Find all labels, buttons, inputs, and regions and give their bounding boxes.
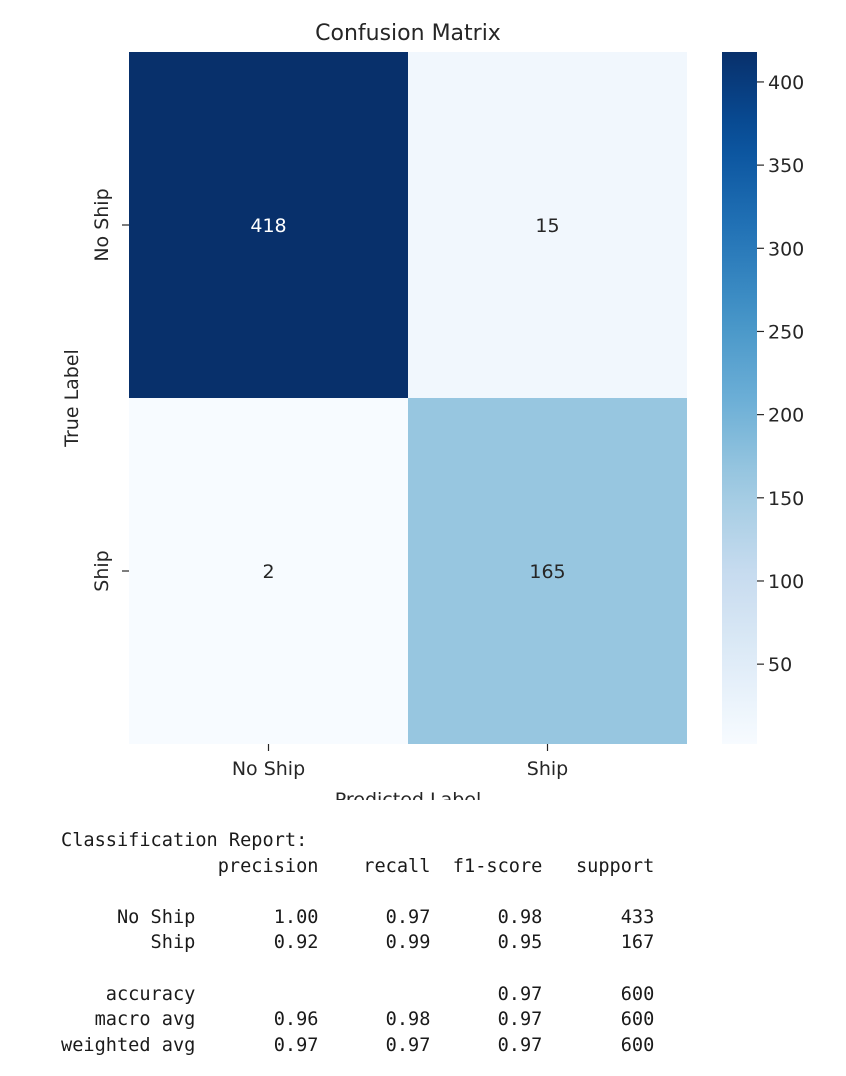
y-tick-label: Ship [91,550,113,591]
x-tick-label: No Ship [232,758,305,780]
colorbar-ticks: 50 100 150 200 250 300 350 400 [757,72,804,676]
heatmap-cells: 418 15 2 165 [129,52,687,744]
y-axis-ticks: No Ship Ship [91,188,129,592]
heatmap-cell [408,398,687,744]
cell-value-label: 418 [250,215,286,237]
colorbar-tick-label: 250 [768,321,804,343]
x-tick-label: Ship [527,758,568,780]
x-axis-label: Predicted Label [335,789,482,800]
cell-value-label: 15 [535,215,559,237]
colorbar-tick-label: 50 [768,654,792,676]
heatmap-cell [408,52,687,398]
y-axis-label: True Label [61,349,83,448]
heatmap-cell [129,52,408,398]
colorbar [722,52,757,744]
colorbar-tick-label: 100 [768,571,804,593]
cell-value-label: 2 [262,561,274,583]
y-tick-label: No Ship [91,188,113,261]
x-axis-ticks: No Ship Ship [232,744,568,780]
classification-report: Classification Report: precision recall … [61,830,655,1056]
confusion-matrix-figure: Confusion Matrix 418 15 2 165 No Ship Ship N… [61,21,804,800]
colorbar-tick-label: 400 [768,72,804,94]
chart-title: Confusion Matrix [315,21,501,46]
colorbar-tick-label: 150 [768,488,804,510]
colorbar-tick-label: 350 [768,155,804,177]
colorbar-tick-label: 300 [768,238,804,260]
heatmap-cell [129,398,408,744]
colorbar-tick-label: 200 [768,405,804,427]
cell-value-label: 165 [529,561,565,583]
